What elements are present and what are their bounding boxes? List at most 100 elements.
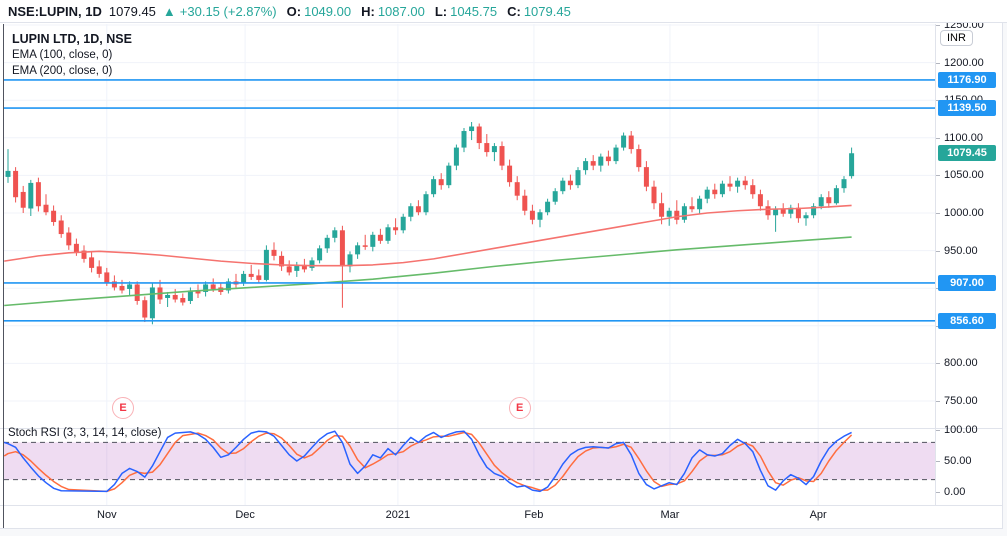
stoch-k-line[interactable] xyxy=(3,430,852,493)
candle xyxy=(469,122,475,141)
candle xyxy=(256,269,262,283)
time-axis-label: Dec xyxy=(235,509,255,521)
candle xyxy=(248,264,254,280)
tick-mark xyxy=(936,137,940,139)
price-tick: 1050.00 xyxy=(944,169,984,182)
candle xyxy=(431,176,437,198)
candle xyxy=(643,161,649,192)
candle xyxy=(81,245,87,263)
time-axis-label: Mar xyxy=(660,509,680,521)
candle xyxy=(317,245,323,264)
candle xyxy=(370,231,376,252)
legend-symbol-title[interactable]: LUPIN LTD, 1D, NSE xyxy=(12,32,132,46)
time-axis-label: 2021 xyxy=(385,509,411,521)
price-axis[interactable]: INR 1250.001200.001150.001100.001050.001… xyxy=(936,19,1003,505)
candle xyxy=(400,213,406,234)
earnings-event-marker[interactable]: E xyxy=(508,397,531,419)
candle xyxy=(689,197,695,213)
candle xyxy=(605,150,611,166)
candle xyxy=(575,167,581,189)
time-axis[interactable]: Nov Dec 2021 Feb Mar Apr xyxy=(0,506,1003,528)
candle xyxy=(484,134,490,157)
time-axis-label: Nov xyxy=(97,509,117,521)
candle xyxy=(96,260,102,278)
candle xyxy=(590,155,596,171)
price-tick: 750.00 xyxy=(944,395,978,407)
candle xyxy=(841,176,847,193)
ema-200-line[interactable] xyxy=(4,236,852,307)
legend-ema100[interactable]: EMA (100, close, 0) xyxy=(12,49,113,61)
candle xyxy=(476,123,482,150)
stoch-tick: 100.00 xyxy=(944,424,978,436)
candle xyxy=(28,179,34,217)
tick-mark xyxy=(936,62,940,64)
symbol-info-bar: NSE:LUPIN, 1D 1079.45 ▲ +30.15 (+2.87%) … xyxy=(0,0,1007,23)
candle xyxy=(773,206,779,232)
candle xyxy=(286,260,292,276)
candle xyxy=(5,149,11,183)
price-change: +30.15 (+2.87%) xyxy=(179,3,277,19)
candle xyxy=(294,261,300,277)
close-value: 1079.45 xyxy=(523,3,571,19)
candle xyxy=(780,203,786,217)
candle xyxy=(795,203,801,223)
last-price-badge: 1079.45 xyxy=(938,145,996,162)
right-gutter xyxy=(1003,0,1007,536)
candle xyxy=(89,252,95,273)
candle xyxy=(51,205,57,226)
price-tick: 1100.00 xyxy=(944,131,983,144)
price-tick: 800.00 xyxy=(944,357,978,370)
candle xyxy=(339,225,345,308)
candle xyxy=(309,257,315,271)
candle xyxy=(613,144,619,165)
candle xyxy=(408,203,414,222)
candle xyxy=(491,143,497,162)
level-price-badge: 907.00 xyxy=(938,274,996,291)
candle xyxy=(674,200,680,225)
candle xyxy=(355,242,361,259)
tick-mark xyxy=(936,175,940,177)
candle xyxy=(727,176,733,192)
candle xyxy=(833,185,839,205)
earnings-event-marker[interactable]: E xyxy=(112,397,134,419)
candle xyxy=(279,251,285,271)
candle xyxy=(271,242,277,261)
candle xyxy=(187,287,193,304)
candle xyxy=(666,207,672,226)
low-value: 1045.75 xyxy=(450,3,498,19)
grid-lines xyxy=(4,24,935,505)
candle xyxy=(757,189,763,211)
ema-100-line[interactable] xyxy=(4,204,852,267)
candle xyxy=(393,218,399,235)
candle xyxy=(438,173,444,190)
candle xyxy=(742,176,748,190)
tick-mark xyxy=(936,213,940,214)
candle xyxy=(142,296,148,323)
currency-button[interactable]: INR xyxy=(940,30,973,46)
stoch-rsi-legend[interactable]: Stoch RSI (3, 3, 14, 14, close) xyxy=(8,427,162,439)
time-axis-label: Apr xyxy=(809,509,827,521)
candle xyxy=(651,180,657,210)
stoch-rsi-pane xyxy=(3,430,935,493)
candle xyxy=(385,224,391,244)
candle xyxy=(43,194,49,216)
candle xyxy=(552,188,558,205)
legend-ema200[interactable]: EMA (200, close, 0) xyxy=(12,65,113,77)
candle xyxy=(35,177,41,212)
open-value: 1049.00 xyxy=(304,3,352,19)
low-label: L: xyxy=(434,3,448,19)
candle xyxy=(598,153,604,172)
stoch-band xyxy=(4,442,935,480)
symbol-name: NSE:LUPIN, 1D xyxy=(8,3,102,19)
candle xyxy=(560,177,566,195)
price-tick: 1200.00 xyxy=(944,56,984,69)
tick-mark xyxy=(936,363,940,365)
price-tick: 1000.00 xyxy=(944,207,984,219)
candles-layer xyxy=(5,122,855,325)
candle xyxy=(165,291,171,307)
pane-separator[interactable] xyxy=(0,428,1003,429)
candle xyxy=(347,251,353,273)
time-axis-separator xyxy=(0,505,1003,506)
